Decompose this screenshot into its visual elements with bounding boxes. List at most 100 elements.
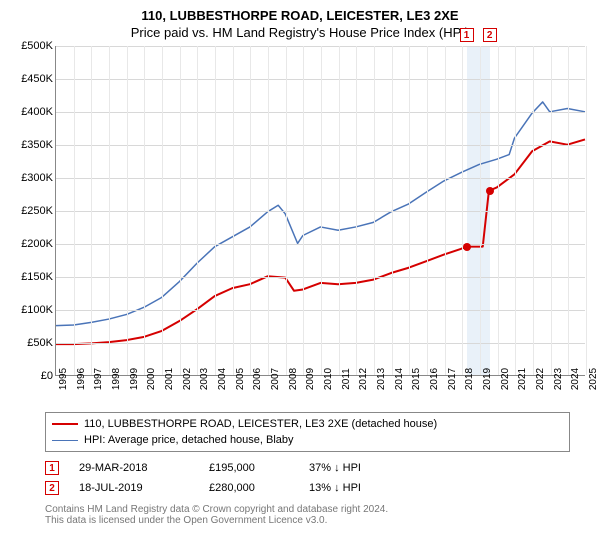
sale-marker-1: 1 xyxy=(460,28,474,42)
x-tick-label: 2021 xyxy=(517,368,528,390)
sale-date: 18-JUL-2019 xyxy=(79,482,189,494)
x-tick-label: 2022 xyxy=(535,368,546,390)
gridline-v xyxy=(162,46,163,375)
sale-row: 2 18-JUL-2019 £280,000 13% ↓ HPI xyxy=(45,478,570,498)
sale-price: £195,000 xyxy=(209,462,289,474)
gridline-v xyxy=(321,46,322,375)
x-tick-label: 2000 xyxy=(146,368,157,390)
y-tick-label: £350K xyxy=(21,139,53,151)
x-tick-label: 2017 xyxy=(447,368,458,390)
y-tick-label: £400K xyxy=(21,106,53,118)
x-tick-label: 2024 xyxy=(570,368,581,390)
x-tick-label: 2011 xyxy=(341,368,352,390)
gridline-v xyxy=(551,46,552,375)
x-tick-label: 2006 xyxy=(252,368,263,390)
gridline-v xyxy=(515,46,516,375)
x-tick-label: 2018 xyxy=(464,368,475,390)
sale-diff-hpi: 37% ↓ HPI xyxy=(309,462,419,474)
chart-title-2: Price paid vs. HM Land Registry's House … xyxy=(0,23,600,46)
chart-title-1: 110, LUBBESTHORPE ROAD, LEICESTER, LE3 2… xyxy=(0,0,600,23)
x-tick-label: 2005 xyxy=(235,368,246,390)
gridline-v xyxy=(74,46,75,375)
sale-date: 29-MAR-2018 xyxy=(79,462,189,474)
gridline-v xyxy=(586,46,587,375)
chart-container: £0 £50K £100K £150K £200K £250K £300K £350K £400… xyxy=(10,46,590,406)
gridline-v xyxy=(303,46,304,375)
gridline-v xyxy=(533,46,534,375)
y-tick-label: £200K xyxy=(21,238,53,250)
gridline-v xyxy=(109,46,110,375)
gridline-v xyxy=(409,46,410,375)
x-tick-label: 1997 xyxy=(93,368,104,390)
x-tick-label: 2008 xyxy=(288,368,299,390)
legend: 110, LUBBESTHORPE ROAD, LEICESTER, LE3 2… xyxy=(45,412,570,452)
x-tick-label: 1998 xyxy=(111,368,122,390)
plot-area: 12 xyxy=(55,46,585,376)
x-tick-label: 2025 xyxy=(588,368,599,390)
gridline-v xyxy=(568,46,569,375)
sale-marker-2: 2 xyxy=(483,28,497,42)
x-tick-label: 2004 xyxy=(217,368,228,390)
x-tick-label: 2003 xyxy=(199,368,210,390)
gridline-v xyxy=(268,46,269,375)
y-tick-label: £0 xyxy=(41,370,53,382)
gridline-v xyxy=(392,46,393,375)
sales-table: 1 29-MAR-2018 £195,000 37% ↓ HPI 2 18-JUL-201… xyxy=(45,458,570,498)
gridline-v xyxy=(356,46,357,375)
x-tick-label: 2010 xyxy=(323,368,334,390)
footer-line-2: This data is licensed under the Open Gov… xyxy=(45,515,570,526)
sale-dot xyxy=(463,243,471,251)
gridline-v xyxy=(197,46,198,375)
gridline-v xyxy=(286,46,287,375)
x-tick-label: 2002 xyxy=(182,368,193,390)
x-tick-label: 1996 xyxy=(76,368,87,390)
gridline-v xyxy=(233,46,234,375)
x-tick-label: 2009 xyxy=(305,368,316,390)
y-tick-label: £300K xyxy=(21,172,53,184)
x-tick-label: 2015 xyxy=(411,368,422,390)
legend-label: 110, LUBBESTHORPE ROAD, LEICESTER, LE3 2… xyxy=(84,418,437,430)
gridline-v xyxy=(339,46,340,375)
gridline-v xyxy=(144,46,145,375)
gridline-v xyxy=(445,46,446,375)
sale-row: 1 29-MAR-2018 £195,000 37% ↓ HPI xyxy=(45,458,570,478)
y-tick-label: £50K xyxy=(27,337,53,349)
gridline-v xyxy=(127,46,128,375)
y-tick-label: £250K xyxy=(21,205,53,217)
gridline-v xyxy=(180,46,181,375)
footer-line-1: Contains HM Land Registry data © Crown c… xyxy=(45,504,570,515)
sale-diff-hpi: 13% ↓ HPI xyxy=(309,482,419,494)
x-tick-label: 2019 xyxy=(482,368,493,390)
y-tick-label: £100K xyxy=(21,304,53,316)
gridline-v xyxy=(480,46,481,375)
sale-price: £280,000 xyxy=(209,482,289,494)
gridline-v xyxy=(427,46,428,375)
y-axis-labels: £0£50K£100K£150K£200K£250K£300K£350K£400… xyxy=(10,46,55,376)
x-axis-labels: 1995199619971998199920002001200220032004… xyxy=(55,376,585,406)
footer-attribution: Contains HM Land Registry data © Crown c… xyxy=(45,504,570,526)
gridline-v xyxy=(498,46,499,375)
gridline-v xyxy=(462,46,463,375)
x-tick-label: 2023 xyxy=(553,368,564,390)
legend-swatch xyxy=(52,440,78,441)
x-tick-label: 2013 xyxy=(376,368,387,390)
gridline-v xyxy=(91,46,92,375)
legend-row: HPI: Average price, detached house, Blab… xyxy=(52,432,563,448)
gridline-v xyxy=(374,46,375,375)
x-tick-label: 2020 xyxy=(500,368,511,390)
x-tick-label: 1999 xyxy=(129,368,140,390)
legend-row: 110, LUBBESTHORPE ROAD, LEICESTER, LE3 2… xyxy=(52,416,563,432)
gridline-v xyxy=(215,46,216,375)
sale-row-marker: 1 xyxy=(45,461,59,475)
legend-label: HPI: Average price, detached house, Blab… xyxy=(84,434,294,446)
y-tick-label: £150K xyxy=(21,271,53,283)
y-tick-label: £500K xyxy=(21,40,53,52)
x-tick-label: 1995 xyxy=(58,368,69,390)
x-tick-label: 2012 xyxy=(358,368,369,390)
sale-dot xyxy=(486,187,494,195)
x-tick-label: 2007 xyxy=(270,368,281,390)
x-tick-label: 2014 xyxy=(394,368,405,390)
y-tick-label: £450K xyxy=(21,73,53,85)
gridline-v xyxy=(250,46,251,375)
sale-row-marker: 2 xyxy=(45,481,59,495)
